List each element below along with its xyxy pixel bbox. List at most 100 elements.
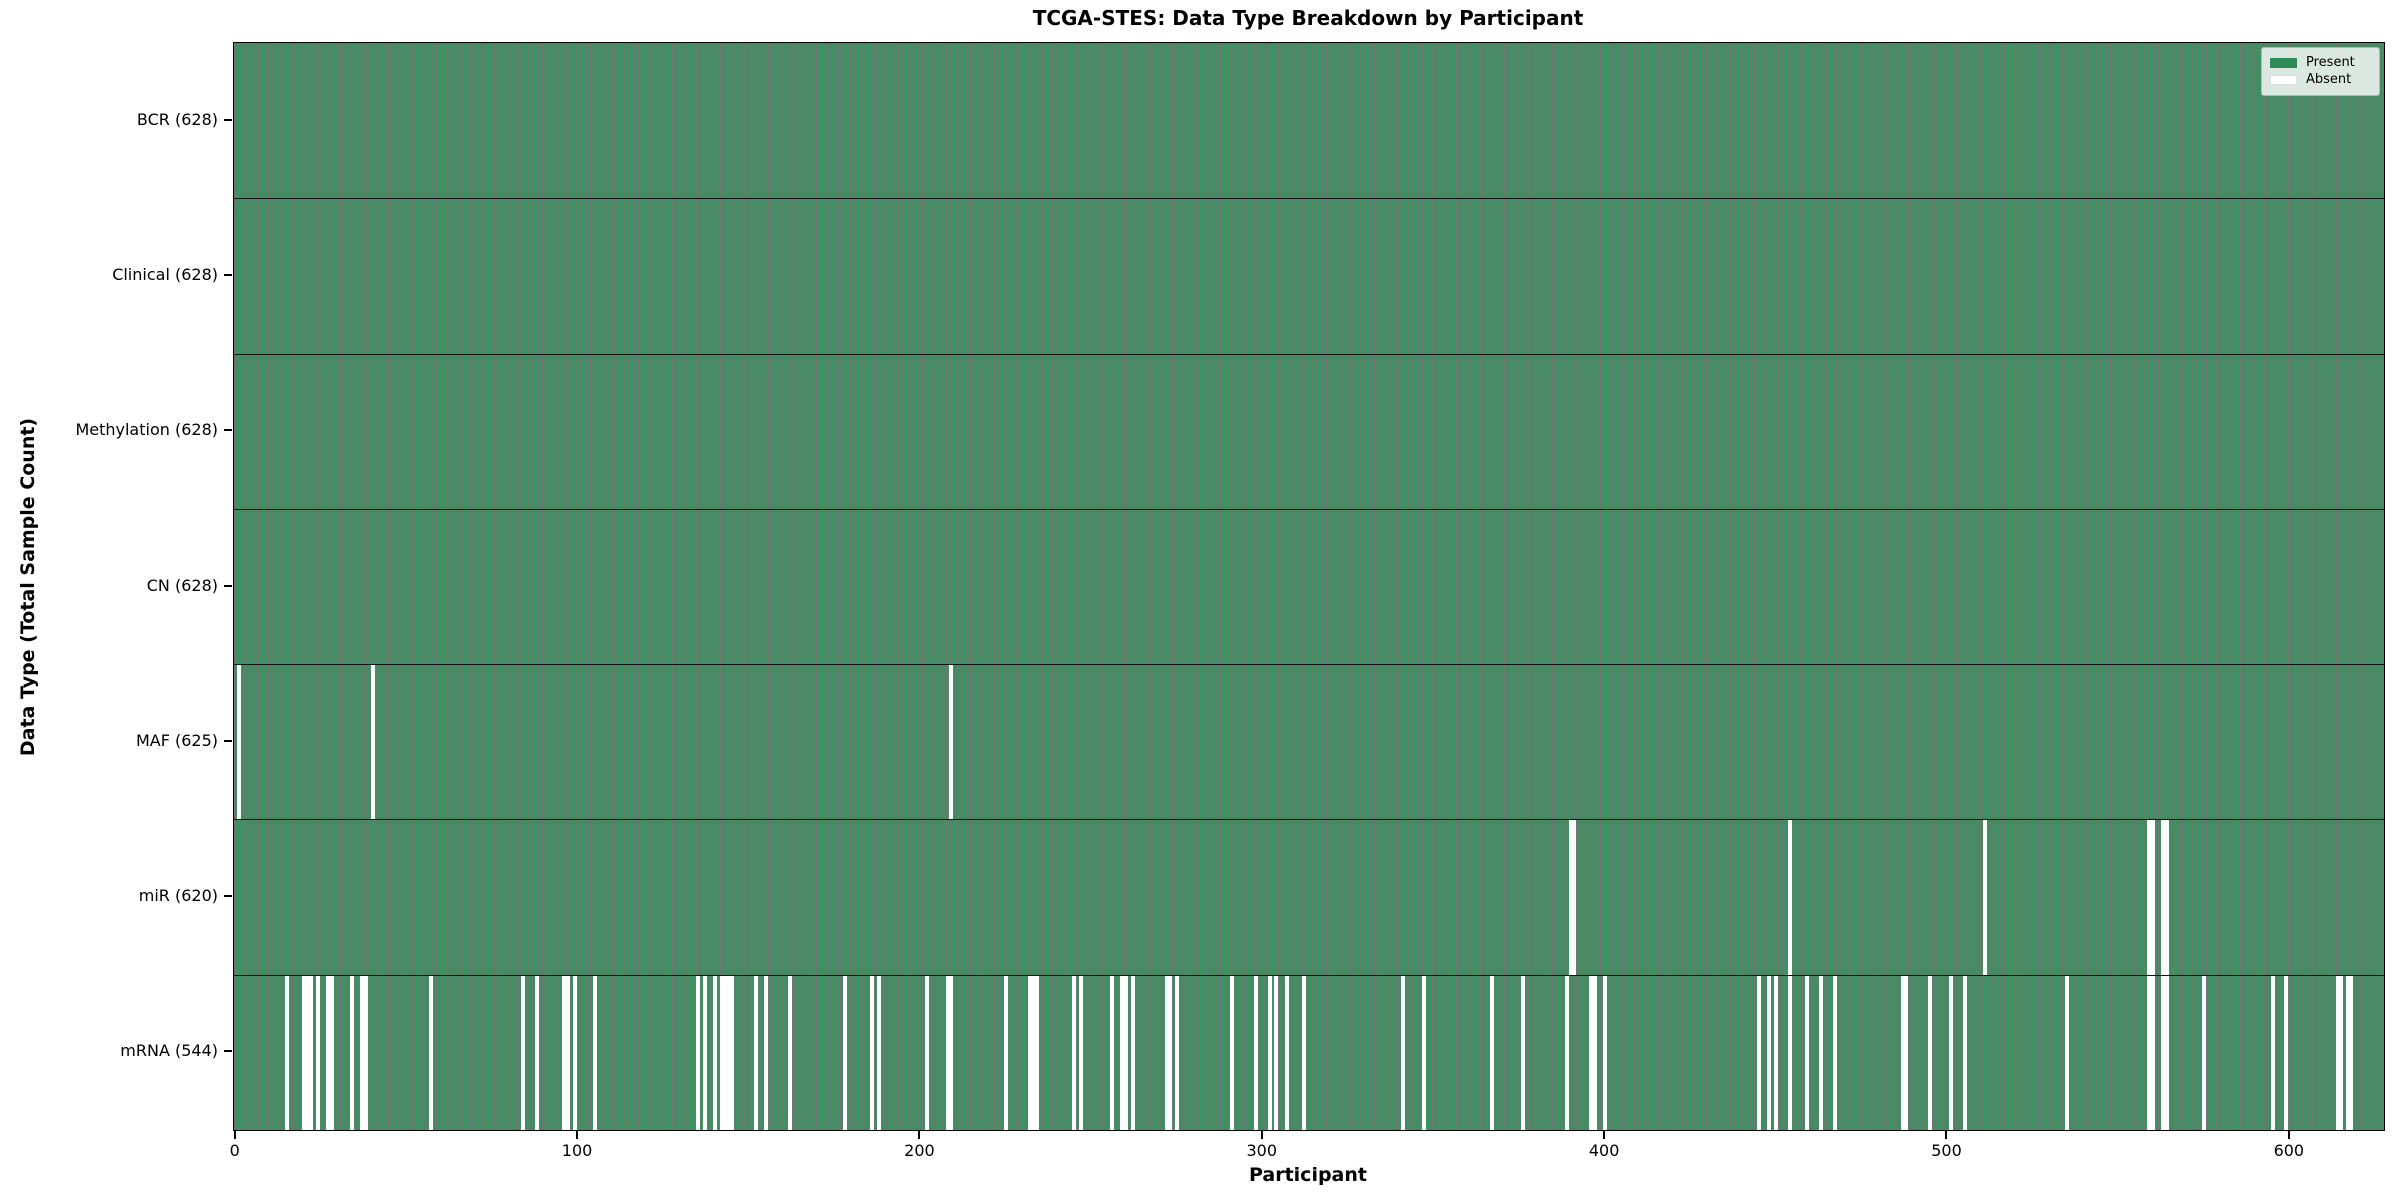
y-tick-cn [224,584,232,587]
absent-gap-mrna-27 [326,975,331,1130]
absent-gap-mrna-208 [945,975,950,1130]
absent-gap-mrna-505 [1962,975,1967,1130]
row-band-bcr [234,43,2384,199]
y-tick-clinical [224,273,232,276]
legend-item-absent: Absent [2270,72,2371,87]
absent-gap-mrna-225 [1004,975,1009,1130]
row-band-cn [234,508,2384,665]
legend-label-present: Present [2306,55,2355,70]
absent-gap-maf-1 [237,665,242,820]
absent-gap-mrna-463 [1818,975,1823,1130]
row-band-mrna [234,974,2384,1130]
absent-gap-mrna-142 [719,975,724,1130]
absent-gap-mrna-143 [723,975,728,1130]
absent-gap-mrna-96 [562,975,567,1130]
absent-gap-mir-454 [1787,820,1792,975]
x-tick-300 [1260,1131,1263,1139]
absent-gap-mrna-488 [1904,975,1909,1130]
absent-gap-mrna-209 [949,975,954,1130]
absent-gap-mrna-99 [572,975,577,1130]
absent-gap-mrna-140 [712,975,717,1130]
absent-gap-mrna-599 [2284,975,2289,1130]
x-tick-label-100: 100 [561,1141,593,1160]
absent-gap-mrna-347 [1421,975,1426,1130]
absent-gap-mrna-535 [2065,975,2070,1130]
absent-gap-mir-390 [1568,820,1573,975]
row-band-clinical [234,198,2384,354]
x-tick-500 [1945,1131,1948,1139]
legend-swatch-present-icon [2270,57,2297,68]
x-tick-600 [2287,1131,2290,1139]
absent-gap-mrna-38 [363,975,368,1130]
absent-gap-mrna-487 [1900,975,1905,1130]
absent-gap-mrna-615 [2339,975,2344,1130]
x-axis-label: Participant [1248,1164,1367,1186]
absent-gap-mrna-137 [702,975,707,1130]
absent-gap-mrna-259 [1120,975,1125,1130]
absent-gap-mrna-15 [285,975,290,1130]
absent-gap-mrna-105 [593,975,598,1130]
x-tick-200 [918,1131,921,1139]
absent-gap-mrna-233 [1031,975,1036,1130]
absent-gap-mrna-559 [2147,975,2152,1130]
x-tick-label-500: 500 [1931,1141,1962,1160]
x-tick-0 [233,1131,236,1139]
absent-gap-mrna-232 [1027,975,1032,1130]
absent-gap-mrna-21 [305,975,310,1130]
absent-gap-mrna-234 [1034,975,1039,1130]
absent-gap-mrna-376 [1520,975,1525,1130]
y-tick-label-clinical: Clinical (628) [112,264,218,284]
absent-gap-mrna-188 [877,975,882,1130]
y-tick-methylation [224,429,232,432]
absent-gap-mrna-272 [1164,975,1169,1130]
chart-title: TCGA-STES: Data Type Breakdown by Partic… [1032,6,1584,30]
absent-gap-mrna-247 [1079,975,1084,1130]
plot-area: Present Absent [233,42,2385,1131]
absent-gap-mrna-307 [1284,975,1289,1130]
absent-gap-mrna-20 [302,975,307,1130]
absent-gap-mrna-273 [1168,975,1173,1130]
absent-gap-mrna-155 [764,975,769,1130]
absent-gap-mrna-97 [565,975,570,1130]
absent-gap-mrna-256 [1110,975,1115,1130]
absent-gap-mrna-312 [1301,975,1306,1130]
legend-swatch-absent-icon [2270,74,2297,85]
legend: Present Absent [2261,47,2380,96]
y-tick-mrna [224,1050,232,1053]
x-tick-label-0: 0 [229,1141,240,1160]
absent-gap-mrna-202 [925,975,930,1130]
y-tick-maf [224,739,232,742]
absent-gap-mrna-595 [2270,975,2275,1130]
absent-gap-mrna-24 [315,975,320,1130]
absent-gap-mrna-152 [754,975,759,1130]
x-tick-label-200: 200 [904,1141,935,1160]
absent-gap-maf-40 [370,665,375,820]
absent-gap-mrna-575 [2202,975,2207,1130]
absent-gap-mrna-34 [350,975,355,1130]
absent-gap-mrna-145 [730,975,735,1130]
absent-gap-mrna-614 [2335,975,2340,1130]
x-tick-100 [576,1131,579,1139]
x-tick-label-400: 400 [1588,1141,1620,1160]
absent-gap-mrna-397 [1592,975,1597,1130]
absent-gap-mrna-245 [1072,975,1077,1130]
absent-gap-mir-560 [2150,820,2155,975]
absent-gap-mrna-178 [843,975,848,1130]
absent-gap-mrna-389 [1565,975,1570,1130]
absent-gap-mrna-400 [1603,975,1608,1130]
legend-label-absent: Absent [2306,72,2352,87]
x-tick-400 [1603,1131,1606,1139]
absent-gap-mir-563 [2161,820,2166,975]
absent-gap-mrna-448 [1767,975,1772,1130]
absent-gap-mrna-298 [1253,975,1258,1130]
absent-gap-mrna-563 [2161,975,2166,1130]
absent-gap-mrna-28 [329,975,334,1130]
absent-gap-mrna-84 [521,975,526,1130]
absent-gap-mrna-262 [1130,975,1135,1130]
y-tick-label-mir: miR (620) [138,886,218,906]
absent-gap-mir-564 [2164,820,2169,975]
row-band-mir [234,819,2384,975]
absent-gap-mrna-22 [309,975,314,1130]
y-tick-label-cn: CN (628) [146,575,218,595]
absent-gap-mrna-162 [788,975,793,1130]
